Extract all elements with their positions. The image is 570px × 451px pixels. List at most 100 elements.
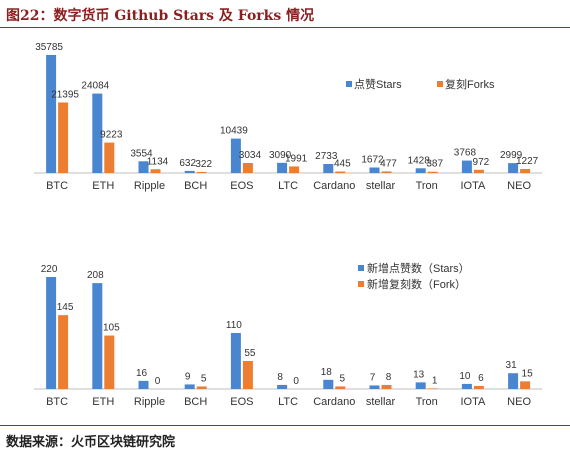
data-label: 8 [386,372,392,383]
data-label: 15 [522,368,534,379]
bar-series-2-neo [520,381,531,389]
data-label: 110 [226,320,242,331]
legend-swatch-2 [437,81,443,87]
bar-series-2-tron [427,171,438,173]
data-label: 9223 [100,130,123,141]
data-label: 632 [179,158,196,169]
bar-series-1-cardano [323,379,334,389]
bar-series-2-btc [58,315,69,389]
bar-series-1-bch [184,384,195,389]
bar-series-1-ltc [277,162,288,173]
data-label: 6 [478,373,484,384]
bar-series-2-bch [196,386,207,389]
bar-series-2-ripple [150,169,161,173]
bar-series-1-eos [230,138,241,173]
bar-series-1-stellar [369,167,380,173]
x-tick-label: NEO [507,180,531,192]
data-label: 3090 [269,150,292,161]
x-tick-label: BCH [184,396,207,408]
bar-series-2-cardano [335,171,346,173]
data-label: 1672 [361,154,384,165]
x-tick-label: Tron [416,396,438,408]
data-label: 972 [473,157,490,168]
bar-series-1-tron [415,382,426,389]
x-tick-label: BTC [46,180,68,192]
bar-series-2-cardano [335,386,346,389]
x-tick-label: stellar [366,396,396,408]
footer-divider [0,425,570,426]
bar-series-2-tron [427,388,438,389]
x-tick-label: Ripple [134,180,165,192]
x-tick-label: Cardano [313,396,355,408]
data-label: 5 [340,373,346,384]
bar-series-1-ltc [277,384,288,389]
bar-series-1-cardano [323,163,334,173]
legend-label-2: 新增复刻数（Fork） [367,277,466,291]
bar-series-2-stellar [381,171,392,173]
data-label: 21395 [51,89,79,100]
legend-label-2: 复刻Forks [445,77,495,91]
data-label: 8 [277,372,283,383]
bar-series-1-iota [461,383,472,389]
x-tick-label: Tron [416,180,438,192]
data-label: 3768 [454,148,477,159]
bar-series-1-iota [461,160,472,173]
legend-label-1: 新增点赞数（Stars） [367,261,470,275]
bar-series-1-eos [230,333,241,389]
data-label: 18 [321,367,333,378]
data-label: 0 [293,376,299,387]
bar-series-2-iota [473,169,484,173]
bar-series-1-eth [92,93,103,173]
bar-series-1-ripple [138,380,149,389]
bar-series-1-neo [508,163,519,173]
x-tick-label: Cardano [313,180,355,192]
data-label: 10 [459,371,471,382]
bar-series-2-eth [104,142,115,173]
data-label: 105 [103,323,120,334]
bar-series-2-stellar [381,384,392,389]
data-label: 3554 [130,148,153,159]
data-label: 31 [506,360,518,371]
data-label: 55 [244,348,256,359]
legend-swatch-1 [346,81,352,87]
data-label: 10439 [220,126,248,137]
figure-header: 图22：数字货币 Github Stars 及 Forks 情况 [0,0,570,28]
data-label: 2999 [500,150,523,161]
data-label: 1134 [147,156,169,167]
data-label: 1227 [516,156,539,167]
data-label: 387 [426,159,443,170]
x-tick-label: Ripple [134,396,165,408]
bar-series-2-neo [520,168,531,173]
data-label: 1991 [285,153,308,164]
data-label: 1428 [408,155,431,166]
data-label: 322 [195,159,212,170]
bar-series-2-bch [196,171,207,173]
data-label: 24084 [81,81,109,92]
x-tick-label: BTC [46,396,68,408]
bar-series-2-eos [242,162,253,173]
data-label: 9 [185,371,191,382]
data-label: 16 [136,368,148,379]
bar-series-1-bch [184,170,195,173]
bar-series-1-btc [46,55,57,173]
x-tick-label: EOS [230,180,253,192]
bar-series-2-eth [104,335,115,389]
x-tick-label: IOTA [460,180,486,192]
data-label: 220 [41,264,58,275]
x-tick-label: LTC [278,180,298,192]
bar-series-1-ripple [138,161,149,173]
bar-series-2-btc [58,102,69,173]
data-label: 2733 [315,151,338,162]
figure-title: 图22：数字货币 Github Stars 及 Forks 情况 [6,8,315,24]
data-label: 145 [57,302,74,313]
x-tick-label: LTC [278,396,298,408]
x-tick-label: ETH [92,396,114,408]
bar-series-1-neo [508,373,519,389]
legend-label-1: 点赞Stars [354,78,402,91]
legend-swatch-1 [358,265,364,271]
bar-series-1-stellar [369,385,380,389]
data-label: 477 [380,158,397,169]
bar-series-1-eth [92,283,103,389]
bar-series-1-btc [46,277,57,389]
data-label: 7 [370,372,376,383]
